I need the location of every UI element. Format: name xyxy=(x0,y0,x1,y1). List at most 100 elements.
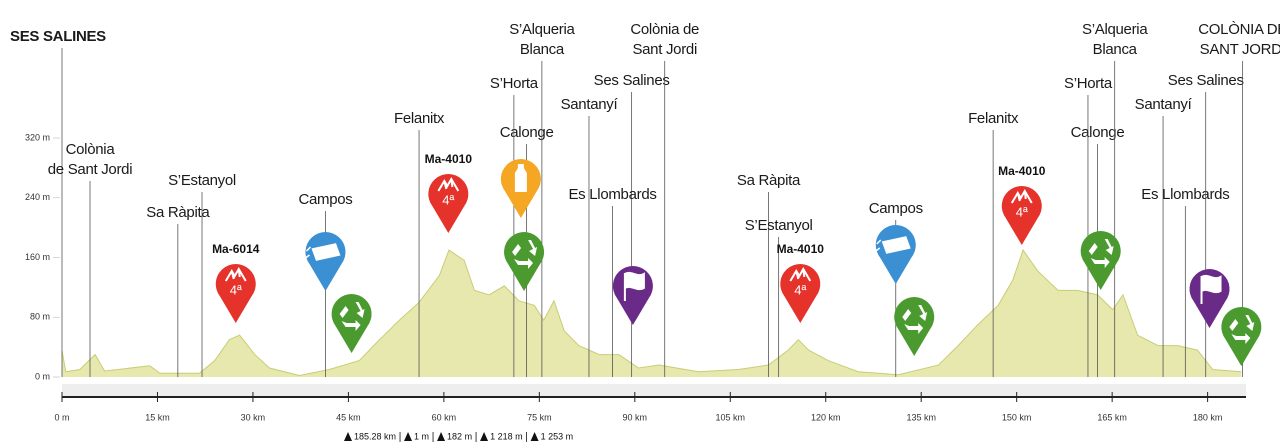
peak-icon xyxy=(789,267,812,282)
place-label: Sa Ràpita xyxy=(737,172,801,189)
pin-shape xyxy=(305,232,346,291)
x-tick-label: 0 m xyxy=(54,412,69,422)
sprint-icon xyxy=(1200,274,1222,304)
pin-shape xyxy=(780,264,821,323)
climb-category: 4ª xyxy=(442,192,454,207)
climb-name: Ma-4010 xyxy=(998,164,1046,178)
pin-sprint xyxy=(1189,269,1230,328)
place-label: S’Estanyol xyxy=(168,172,236,189)
stat-icon xyxy=(437,432,446,441)
place-label: Ses Salines xyxy=(1168,72,1244,89)
place-label: Santanyí xyxy=(561,96,619,113)
x-tick-label: 105 km xyxy=(716,412,746,422)
stat-icon xyxy=(480,432,489,441)
stat-text: 182 m xyxy=(447,431,472,441)
stat-icon xyxy=(530,432,539,441)
feed-icon xyxy=(305,243,341,261)
pin-climb: 4ª Ma-4010 xyxy=(998,164,1046,245)
water-icon xyxy=(514,164,527,192)
stat-text: 1 218 m xyxy=(490,431,523,441)
peak-icon xyxy=(437,177,460,192)
pin-shape xyxy=(1001,186,1042,245)
pin-recycle xyxy=(504,232,545,291)
stat-text: 185.28 km xyxy=(354,431,396,441)
place-label: de Sant Jordi xyxy=(48,161,133,178)
place-label: Colònia xyxy=(66,141,116,158)
place-label: SES SALINES xyxy=(10,28,106,45)
place-label: Felanitx xyxy=(394,110,445,127)
climb-name: Ma-4010 xyxy=(777,242,825,256)
axis-band xyxy=(62,384,1246,396)
x-tick-label: 135 km xyxy=(906,412,936,422)
climb-category: 4ª xyxy=(794,282,806,297)
place-label: Sant Jordi xyxy=(632,41,697,58)
pin-recycle xyxy=(894,297,935,356)
pin-sprint xyxy=(612,266,653,325)
elevation-area xyxy=(62,250,1242,377)
pin-recycle xyxy=(331,294,372,353)
place-label: Santanyí xyxy=(1135,96,1193,113)
recycle-icon xyxy=(1229,315,1255,344)
stat-icon xyxy=(344,432,352,441)
x-tick-label: 90 km xyxy=(623,412,648,422)
pin-climb: 4ª Ma-6014 xyxy=(212,242,260,323)
place-label: Felanitx xyxy=(968,110,1019,127)
x-tick-label: 180 km xyxy=(1193,412,1223,422)
place-label: Campos xyxy=(869,200,923,217)
feed-icon xyxy=(875,236,911,254)
place-label: Calonge xyxy=(500,124,554,141)
pin-recycle xyxy=(1221,307,1262,366)
x-tick-label: 150 km xyxy=(1002,412,1032,422)
sprint-icon xyxy=(623,271,645,301)
pin-water xyxy=(500,159,541,218)
place-label: Campos xyxy=(298,191,352,208)
recycle-icon xyxy=(1088,239,1114,268)
place-label: Colònia de xyxy=(630,21,699,38)
recycle-icon xyxy=(339,302,365,331)
x-tick-label: 165 km xyxy=(1097,412,1127,422)
place-label: S’Alqueria xyxy=(1082,21,1148,38)
y-tick-label: 80 m xyxy=(30,312,50,322)
stat-icon xyxy=(404,432,413,441)
pin-shape xyxy=(428,174,469,233)
place-label: Blanca xyxy=(1093,41,1138,58)
peak-icon xyxy=(224,267,247,282)
x-tick-label: 45 km xyxy=(336,412,361,422)
stat-text: 1 253 m xyxy=(541,431,574,441)
place-label: S’Horta xyxy=(490,75,539,92)
place-label: Blanca xyxy=(520,41,565,58)
recycle-icon xyxy=(512,240,538,269)
place-label: SANT JORDI xyxy=(1200,41,1280,58)
place-label: S’Horta xyxy=(1064,75,1113,92)
x-tick-label: 15 km xyxy=(145,412,170,422)
pin-shape xyxy=(875,225,916,284)
place-label: Calonge xyxy=(1071,124,1125,141)
climb-category: 4ª xyxy=(230,282,242,297)
place-label: Es Llombards xyxy=(568,186,656,203)
y-tick-label: 320 m xyxy=(25,132,50,142)
x-tick-label: 60 km xyxy=(432,412,457,422)
x-tick-label: 120 km xyxy=(811,412,841,422)
place-label: Sa Ràpita xyxy=(146,204,210,221)
place-label: S’Alqueria xyxy=(509,21,575,38)
place-label: Ses Salines xyxy=(594,72,670,89)
recycle-icon xyxy=(902,305,928,334)
pin-shape xyxy=(215,264,256,323)
y-tick-label: 160 m xyxy=(25,252,50,262)
y-tick-label: 240 m xyxy=(25,192,50,202)
x-tick-label: 30 km xyxy=(241,412,266,422)
x-tick-label: 75 km xyxy=(527,412,552,422)
climb-name: Ma-4010 xyxy=(425,152,473,166)
climb-name: Ma-6014 xyxy=(212,242,260,256)
y-tick-label: 0 m xyxy=(35,371,50,381)
climb-category: 4ª xyxy=(1016,204,1028,219)
pin-climb: 4ª Ma-4010 xyxy=(425,152,473,233)
peak-icon xyxy=(1010,189,1033,204)
pin-recycle xyxy=(1080,231,1121,290)
pin-feed xyxy=(875,225,916,284)
stat-text: 1 m xyxy=(414,431,429,441)
place-label: S’Estanyol xyxy=(745,217,813,234)
place-label: Es Llombards xyxy=(1141,186,1229,203)
